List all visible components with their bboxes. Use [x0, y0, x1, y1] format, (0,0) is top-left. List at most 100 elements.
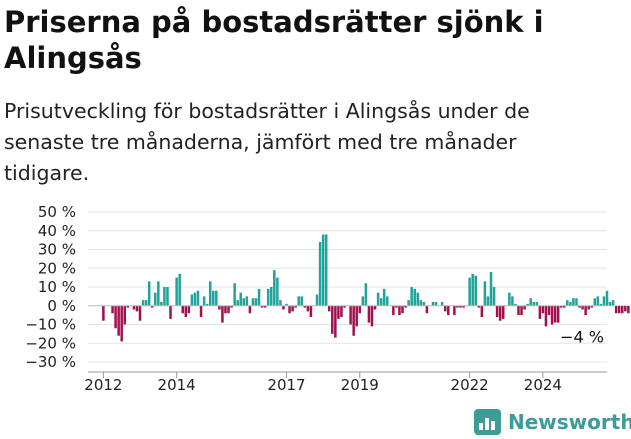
bar [282, 305, 285, 310]
bar [157, 281, 160, 306]
bar [126, 305, 130, 308]
bar [327, 305, 331, 312]
bar [123, 305, 127, 325]
bar [532, 302, 535, 306]
bar [468, 277, 471, 306]
x-tick-label: 2019 [341, 376, 379, 394]
bar [239, 292, 242, 306]
bar [395, 305, 398, 308]
bar [608, 302, 612, 306]
bar [364, 283, 368, 306]
bar [144, 300, 148, 306]
bar [221, 305, 224, 323]
bar [456, 305, 459, 308]
bar [480, 305, 484, 317]
brand-name: Newsworthy [508, 410, 631, 434]
bar [205, 303, 209, 306]
bar [297, 296, 300, 306]
bar [621, 305, 624, 314]
bar [141, 300, 145, 306]
bar [401, 305, 404, 314]
bar [184, 305, 188, 317]
bar [212, 290, 215, 306]
bar [263, 305, 267, 308]
bar [443, 305, 447, 312]
bar [306, 305, 310, 312]
x-tick-label: 2017 [267, 376, 305, 394]
bar [511, 296, 514, 306]
bar [584, 305, 587, 316]
chart-subtitle: Prisutveckling för bostadsrätter i Aling… [4, 99, 530, 185]
grid-lines [88, 211, 607, 363]
bar [483, 281, 487, 306]
bar [407, 300, 410, 306]
x-tick-label: 2012 [84, 376, 122, 394]
bar [276, 277, 279, 306]
bar [422, 302, 426, 306]
bar [254, 298, 258, 306]
bar [349, 305, 352, 325]
bar [599, 303, 603, 306]
bar [569, 302, 572, 306]
bar [163, 287, 166, 306]
bar [535, 302, 539, 306]
bar [245, 296, 249, 306]
bar [132, 305, 136, 310]
bar [230, 305, 233, 308]
bar [236, 300, 239, 306]
bar [526, 303, 529, 306]
bar [593, 298, 597, 306]
bar [550, 305, 554, 325]
bar [175, 277, 178, 306]
y-tick-label: 20 % [38, 259, 76, 277]
bar [343, 305, 346, 308]
bar [309, 305, 313, 317]
bar [166, 287, 169, 306]
bar [337, 305, 340, 319]
bar [291, 305, 294, 312]
bar [315, 294, 319, 306]
bar [367, 305, 371, 323]
y-tick-label: −20 % [25, 334, 76, 352]
bar [266, 288, 270, 306]
bar [477, 305, 481, 308]
bar [288, 305, 291, 314]
bar [196, 290, 200, 306]
bar [392, 305, 395, 316]
bar [566, 300, 569, 306]
bar [303, 305, 307, 308]
y-tick-label: −10 % [25, 316, 76, 334]
bar [617, 305, 621, 314]
bar [242, 298, 246, 306]
y-tick-label: 30 % [38, 241, 76, 259]
bar [413, 288, 416, 306]
bar [334, 305, 337, 338]
bar [382, 288, 386, 306]
bar [370, 305, 374, 327]
bar [572, 298, 575, 306]
y-tick-label: 10 % [38, 278, 76, 296]
bar [270, 287, 273, 306]
bar [154, 292, 157, 306]
bar [181, 305, 184, 314]
bar [138, 305, 142, 321]
bar [474, 275, 478, 306]
bar [117, 305, 120, 336]
bar [541, 305, 545, 314]
bar [114, 305, 117, 329]
y-tick-label: 0 % [47, 297, 76, 315]
bar [563, 305, 566, 308]
bar [102, 305, 105, 321]
bar [398, 305, 401, 316]
bar [150, 305, 154, 308]
x-tick-label: 2014 [158, 376, 196, 394]
bar [373, 305, 377, 310]
bar [508, 292, 511, 306]
bar [215, 290, 218, 306]
bar [233, 283, 236, 306]
bar [453, 305, 456, 316]
bar [379, 298, 383, 306]
bar [489, 272, 493, 306]
bar [611, 300, 615, 306]
bar [520, 305, 523, 316]
